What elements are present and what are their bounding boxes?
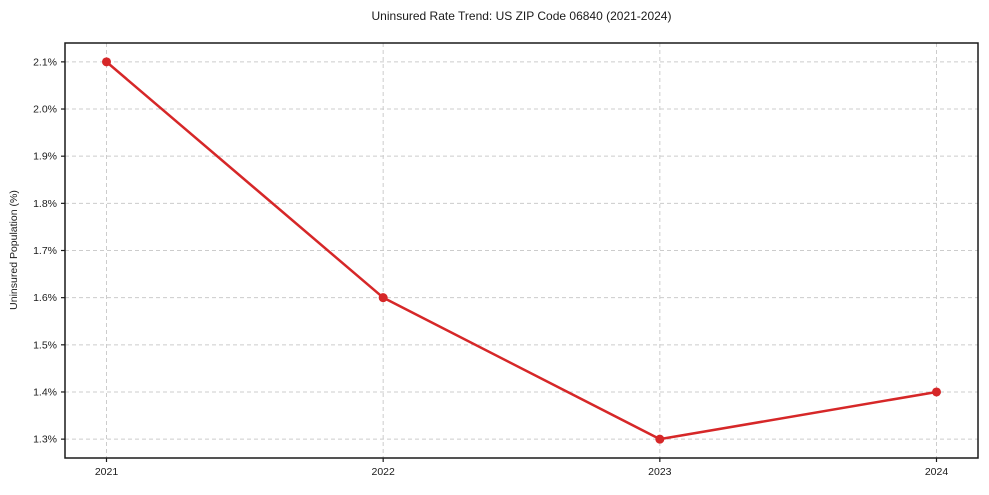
y-tick-label: 1.9% [33, 151, 57, 163]
y-tick-label: 1.5% [33, 339, 57, 351]
y-tick-label: 2.1% [33, 56, 57, 68]
data-point [378, 293, 388, 303]
y-tick-label: 1.3% [33, 434, 57, 446]
y-tick-label: 2.0% [33, 104, 57, 116]
y-tick-label: 1.7% [33, 245, 57, 257]
data-point [932, 387, 941, 397]
y-tick-label: 1.8% [33, 198, 57, 210]
data-point [655, 434, 665, 444]
trend-line [105, 60, 938, 441]
data-point [102, 57, 111, 67]
chart-title: Uninsured Rate Trend: US ZIP Code 06840 … [371, 9, 672, 23]
x-tick-label: 2021 [95, 466, 119, 478]
y-tick-label: 1.6% [33, 292, 57, 304]
y-tick-label: 1.4% [33, 386, 57, 398]
x-tick-label: 2023 [648, 466, 672, 478]
y-axis-label: Uninsured Population (%) [8, 190, 20, 310]
x-tick-label: 2022 [371, 466, 395, 478]
x-tick-label: 2024 [925, 466, 949, 478]
